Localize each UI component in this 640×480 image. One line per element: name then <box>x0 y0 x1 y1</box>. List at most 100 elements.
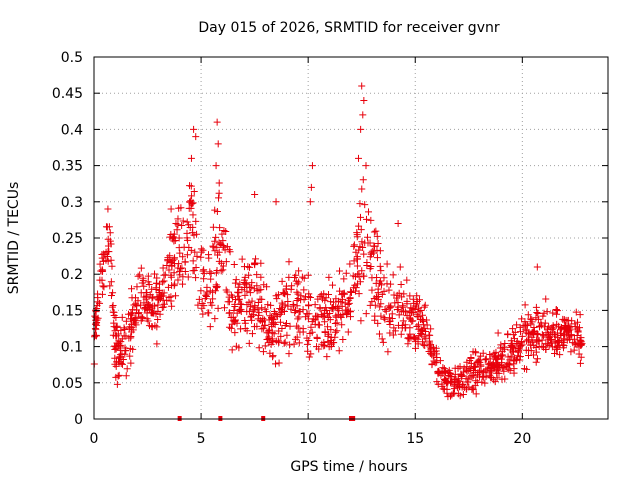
data-point <box>116 351 124 359</box>
y-tick-label: 0.3 <box>61 195 83 211</box>
data-point <box>247 303 255 311</box>
data-point <box>298 273 306 281</box>
data-point-peak <box>214 140 222 148</box>
data-point <box>308 328 316 336</box>
x-tick-label: 20 <box>513 431 531 447</box>
data-point <box>303 310 311 318</box>
x-tick-label: 0 <box>90 431 99 447</box>
data-point <box>360 272 368 280</box>
data-point <box>293 333 301 341</box>
data-point <box>378 290 386 298</box>
data-point <box>544 340 552 348</box>
data-point <box>199 246 207 254</box>
data-point <box>262 308 270 316</box>
data-point <box>386 321 394 329</box>
data-point <box>336 267 344 275</box>
data-point <box>225 309 233 317</box>
data-point <box>325 273 333 281</box>
data-point-peak <box>306 198 314 206</box>
data-point <box>281 322 289 330</box>
data-point <box>252 255 260 263</box>
data-point <box>174 215 182 223</box>
data-point <box>342 306 350 314</box>
data-point <box>220 304 228 312</box>
data-point <box>426 349 434 357</box>
data-point <box>126 345 134 353</box>
data-point <box>193 252 201 260</box>
data-point <box>335 347 343 355</box>
data-point <box>248 316 256 324</box>
data-point <box>569 339 577 347</box>
data-point <box>126 352 134 360</box>
data-point <box>371 242 379 250</box>
y-tick-label: 0 <box>74 412 83 428</box>
data-point <box>367 263 375 271</box>
data-point <box>99 282 107 290</box>
data-point <box>439 364 447 372</box>
data-point <box>444 393 452 401</box>
data-point <box>487 374 495 382</box>
data-point <box>345 296 353 304</box>
data-point <box>148 294 156 302</box>
data-point <box>376 262 384 270</box>
data-point <box>375 279 383 287</box>
data-point-peak <box>251 191 259 199</box>
data-point <box>189 211 197 219</box>
data-point <box>112 323 120 331</box>
data-point <box>114 342 122 350</box>
data-point <box>509 325 517 333</box>
data-point <box>154 316 162 324</box>
data-point <box>339 336 347 344</box>
data-point <box>542 345 550 353</box>
data-point <box>120 324 128 332</box>
data-point <box>545 341 553 349</box>
data-point <box>181 258 189 266</box>
data-point <box>244 263 252 271</box>
data-point <box>540 309 548 317</box>
data-point <box>208 301 216 309</box>
data-point <box>285 258 293 266</box>
data-point <box>111 346 119 354</box>
data-point <box>467 366 475 374</box>
data-point <box>350 257 358 265</box>
data-point <box>209 223 217 231</box>
data-point <box>374 240 382 248</box>
data-point <box>300 295 308 303</box>
data-point <box>417 327 425 335</box>
data-point <box>329 304 337 312</box>
data-point <box>498 375 506 383</box>
data-point <box>358 238 366 246</box>
data-point <box>482 366 490 374</box>
data-point <box>371 312 379 320</box>
data-point <box>521 301 529 309</box>
data-point <box>175 234 183 242</box>
data-point <box>254 315 262 323</box>
data-point <box>207 275 215 283</box>
data-point <box>137 313 145 321</box>
data-point <box>498 359 506 367</box>
data-point <box>136 271 144 279</box>
data-point <box>155 280 163 288</box>
data-point <box>122 332 130 340</box>
data-point <box>112 332 120 340</box>
data-point <box>305 301 313 309</box>
data-point <box>324 332 332 340</box>
data-point <box>228 346 236 354</box>
data-point <box>255 309 263 317</box>
data-point <box>432 347 440 355</box>
data-point <box>316 321 324 329</box>
data-point <box>403 312 411 320</box>
data-point <box>506 367 514 375</box>
y-axis-label: SRMTID / TECUs <box>6 182 22 295</box>
data-point <box>481 356 489 364</box>
y-tick-label: 0.2 <box>61 267 83 283</box>
data-point <box>272 360 280 368</box>
data-point <box>385 286 393 294</box>
data-point <box>508 342 516 350</box>
data-point <box>108 262 116 270</box>
data-point <box>190 187 198 195</box>
data-point <box>357 226 365 234</box>
data-point <box>553 320 561 328</box>
data-point <box>516 328 524 336</box>
data-point <box>350 242 358 250</box>
